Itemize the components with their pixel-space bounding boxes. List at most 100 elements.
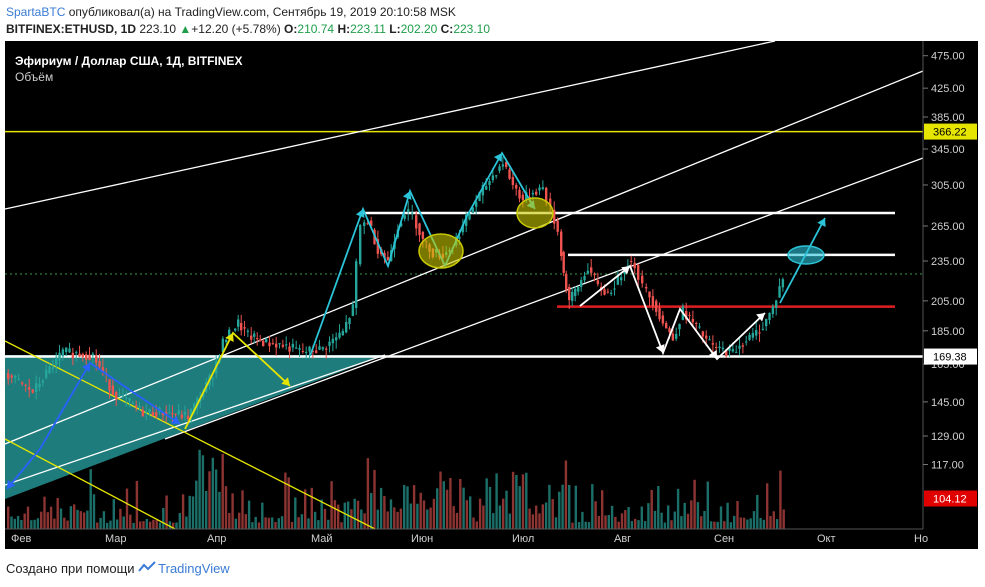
footer-brand[interactable]: TradingView — [158, 561, 230, 576]
price-label-bg — [924, 123, 977, 140]
candle-body — [91, 353, 95, 356]
arrow-head — [493, 153, 502, 162]
volume-bar — [205, 491, 208, 529]
volume-bar — [505, 490, 508, 529]
candle-body — [21, 382, 24, 384]
candle-body — [65, 347, 68, 353]
chart-svg[interactable]: 475.00 425.00 385.00 345.00 305.00 265.00 235.… — [4, 40, 978, 549]
channel-line — [4, 40, 776, 210]
candle-body — [468, 213, 471, 220]
arrow-head — [225, 333, 234, 342]
volume-bar — [670, 520, 673, 529]
volume-bar — [353, 498, 356, 529]
volume-bar — [617, 521, 620, 529]
volume-bar — [709, 521, 713, 529]
arrow-head — [7, 480, 16, 489]
volume-bar — [673, 511, 676, 529]
volume-bar — [142, 521, 145, 529]
candle-body — [501, 164, 505, 167]
candle-body — [271, 343, 275, 345]
volume-bar — [73, 504, 76, 529]
volume-bar — [749, 518, 752, 529]
volume-bar — [46, 512, 49, 529]
arrow-head — [355, 209, 365, 218]
candle-body — [695, 323, 698, 325]
candle-body — [778, 286, 781, 298]
volume-bar — [640, 506, 643, 529]
volume-bar — [112, 499, 115, 529]
volume-bar — [323, 508, 327, 529]
volume-bar — [178, 513, 181, 529]
volume-bar — [746, 519, 749, 529]
volume-bar — [597, 515, 601, 529]
channel-line — [4, 354, 386, 486]
volume-bar — [30, 520, 33, 529]
candle-body — [580, 280, 583, 287]
arrow-head — [756, 313, 765, 322]
volume-bar — [399, 508, 403, 529]
candle-body — [718, 346, 721, 349]
volume-bar — [637, 520, 640, 529]
volume-bar — [53, 518, 56, 529]
volume-bar — [538, 513, 541, 529]
candle-body — [177, 410, 180, 415]
chart-title: Эфириум / Доллар США, 1Д, BITFINEX — [15, 54, 242, 68]
x-tick-label: Авг — [614, 533, 631, 545]
candle-body — [415, 215, 418, 229]
candle-body — [108, 379, 111, 391]
candle-body — [488, 181, 491, 185]
volume-bar — [224, 486, 228, 529]
candle-body — [355, 261, 358, 309]
volume-bar — [469, 496, 472, 529]
author-link[interactable]: SpartaBTC — [6, 5, 66, 19]
volume-bar — [528, 508, 531, 529]
arrow-head — [621, 266, 630, 275]
volume-bar — [162, 508, 165, 529]
volume-bar — [221, 453, 224, 529]
volume-bar — [257, 522, 261, 529]
volume-bar — [551, 499, 554, 529]
volume-bar — [297, 517, 300, 529]
candle-body — [55, 357, 58, 365]
volume-bar — [601, 490, 604, 529]
candle-body — [35, 383, 38, 392]
candle-body — [95, 355, 98, 363]
candle-body — [341, 330, 345, 336]
candle-body — [363, 222, 366, 226]
candle-body — [98, 361, 101, 367]
candle-body — [541, 187, 545, 190]
candle-body — [407, 209, 410, 212]
candle-body — [71, 352, 75, 359]
volume-bar — [779, 470, 782, 529]
candle-body — [633, 262, 636, 269]
candle-body — [728, 347, 731, 351]
candle-body — [495, 175, 498, 177]
volume-bar — [125, 488, 129, 529]
candle-body — [51, 367, 55, 370]
volume-bar — [693, 479, 696, 529]
candle-body — [518, 189, 521, 199]
volume-bar — [736, 500, 739, 529]
volume-bar — [492, 513, 495, 529]
candle-body — [141, 409, 145, 417]
candle-body — [671, 333, 675, 341]
candle-body — [725, 350, 728, 357]
candle-body — [325, 348, 328, 350]
candle-body — [234, 328, 237, 331]
volume-bar — [168, 521, 172, 529]
volume-bar — [591, 484, 594, 529]
candle-body — [345, 322, 348, 333]
candle-body — [31, 389, 34, 393]
volume-bar — [541, 504, 544, 529]
candle-body — [630, 261, 633, 263]
volume-bar — [432, 498, 436, 529]
low-value: 202.20 — [400, 22, 438, 36]
candle-body — [556, 220, 559, 232]
candle-body — [715, 347, 718, 349]
chart-area[interactable]: 475.00 425.00 385.00 345.00 305.00 265.00 235.… — [4, 40, 978, 549]
candle-body — [262, 340, 265, 347]
volume-bar — [650, 489, 653, 529]
volume-bar — [89, 469, 92, 529]
volume-bar — [660, 512, 663, 529]
triangle-fill — [5, 355, 385, 499]
